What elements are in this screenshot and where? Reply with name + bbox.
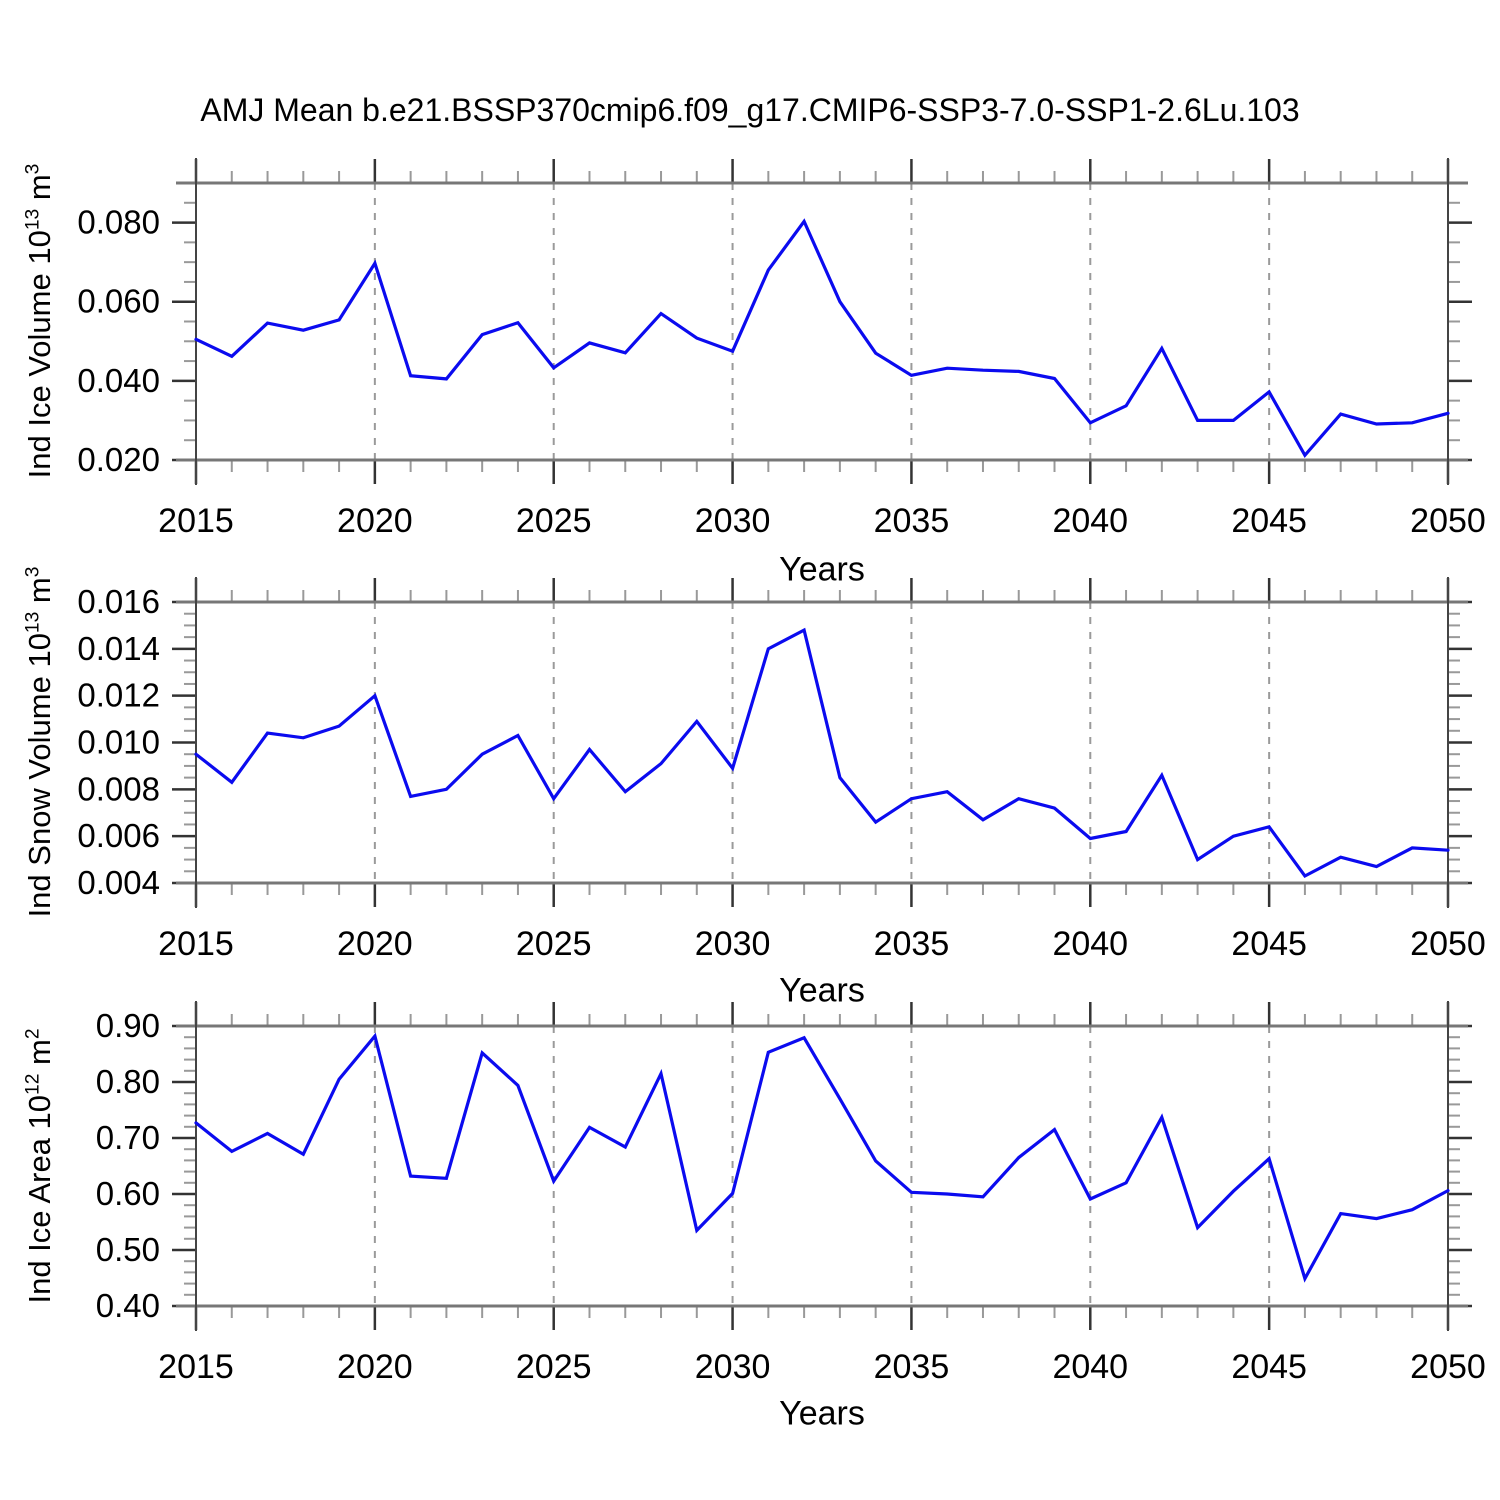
x-tick-label: 2015 xyxy=(158,1348,234,1386)
x-tick-label: 2035 xyxy=(874,1348,950,1386)
x-tick-label: 2015 xyxy=(158,925,234,963)
y-tick-label: 0.40 xyxy=(96,1287,160,1324)
y-tick-label: 0.006 xyxy=(77,817,160,854)
y-axis-title-text: Ind Ice Volume 10 xyxy=(22,230,57,479)
y-axis-title-exponent: 12 xyxy=(22,1073,44,1095)
x-tick-label: 2020 xyxy=(337,925,413,963)
x-tick-label: 2040 xyxy=(1052,1348,1128,1386)
x-tick-label: 2045 xyxy=(1231,502,1307,540)
y-tick-label: 0.014 xyxy=(77,630,160,667)
y-tick-label: 0.004 xyxy=(77,864,160,901)
y-axis-title-unit-exponent: 3 xyxy=(22,163,44,175)
x-tick-label: 2025 xyxy=(516,925,592,963)
y-axis-title-text: Ind Ice Area 10 xyxy=(22,1094,57,1304)
x-tick-label: 2040 xyxy=(1052,925,1128,963)
y-tick-label: 0.012 xyxy=(77,677,160,714)
x-tick-label: 2045 xyxy=(1231,925,1307,963)
y-tick-label: 0.060 xyxy=(77,283,160,320)
x-tick-label: 2050 xyxy=(1410,925,1486,963)
x-tick-label: 2035 xyxy=(874,502,950,540)
y-tick-label: 0.080 xyxy=(77,204,160,241)
y-axis-title-unit: m xyxy=(22,577,57,612)
y-axis-title-exponent: 13 xyxy=(22,208,44,231)
x-tick-label: 2050 xyxy=(1410,1348,1486,1386)
y-axis-title-unit: m xyxy=(22,174,57,209)
x-tick-label: 2050 xyxy=(1410,502,1486,540)
y-axis-title-unit-exponent: 2 xyxy=(22,1028,44,1040)
x-tick-label: 2015 xyxy=(158,502,234,540)
y-tick-label: 0.60 xyxy=(96,1175,160,1212)
x-tick-label: 2025 xyxy=(516,1348,592,1386)
y-tick-label: 0.010 xyxy=(77,724,160,761)
y-axis-title-unit: m xyxy=(22,1039,57,1074)
x-axis-title-text: Years xyxy=(779,1394,865,1433)
x-tick-label: 2030 xyxy=(695,1348,771,1386)
x-tick-label: 2020 xyxy=(337,502,413,540)
x-tick-label: 2035 xyxy=(874,925,950,963)
y-tick-label: 0.50 xyxy=(96,1231,160,1268)
chart-title: AMJ Mean b.e21.BSSP370cmip6.f09_g17.CMIP… xyxy=(200,92,1300,128)
y-tick-label: 0.90 xyxy=(96,1007,160,1044)
x-axis-title-text: Years xyxy=(779,550,865,589)
x-tick-label: 2030 xyxy=(695,502,771,540)
x-axis-title-text: Years xyxy=(779,971,865,1010)
x-tick-label: 2030 xyxy=(695,925,771,963)
y-tick-label: 0.020 xyxy=(77,441,160,478)
y-tick-label: 0.016 xyxy=(77,583,160,620)
y-axis-title-unit-exponent: 3 xyxy=(22,566,44,578)
y-axis-title-text: Ind Snow Volume 10 xyxy=(22,633,57,918)
y-tick-label: 0.80 xyxy=(96,1063,160,1100)
data-series-line xyxy=(194,1032,1450,1283)
y-tick-label: 0.70 xyxy=(96,1119,160,1156)
y-tick-label: 0.040 xyxy=(77,362,160,399)
y-tick-label: 0.008 xyxy=(77,770,160,807)
x-tick-label: 2040 xyxy=(1052,502,1128,540)
x-tick-label: 2045 xyxy=(1231,1348,1307,1386)
data-series-line xyxy=(194,218,1450,459)
y-axis-title-exponent: 13 xyxy=(22,611,44,634)
x-tick-label: 2025 xyxy=(516,502,592,540)
data-series-line xyxy=(194,627,1450,879)
x-tick-label: 2020 xyxy=(337,1348,413,1386)
